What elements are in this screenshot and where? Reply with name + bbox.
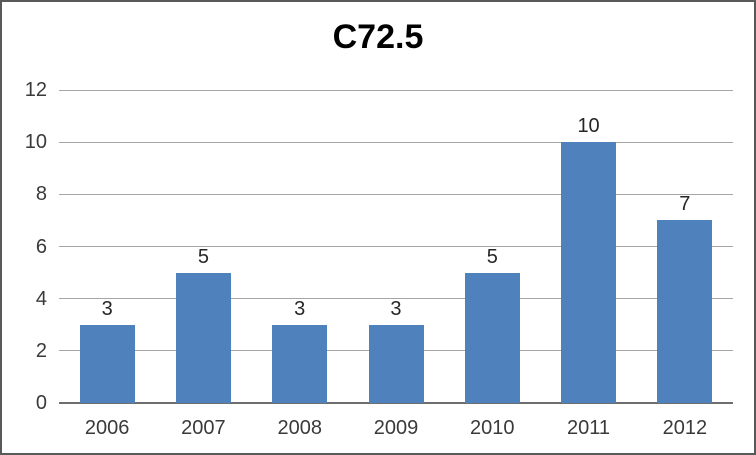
y-tick-label: 2	[35, 339, 47, 362]
bar	[657, 220, 713, 403]
gridline	[59, 193, 733, 195]
x-tick-label: 2012	[662, 417, 708, 439]
bar	[175, 272, 231, 403]
bar	[561, 142, 617, 403]
gridline	[59, 246, 733, 247]
bar	[464, 272, 520, 403]
plot-area: 3 2006 5 2007 3 2008 3 2009 5 2010 10 2011 7 2012	[59, 89, 733, 439]
bar-value-label: 3	[294, 297, 306, 320]
bar-value-label: 5	[197, 245, 209, 268]
chart-title: C72.5	[332, 18, 424, 56]
bar	[79, 324, 135, 403]
bar-value-label: 7	[679, 193, 691, 216]
x-tick-label: 2010	[470, 417, 515, 439]
y-tick-label: 6	[35, 235, 47, 258]
gridline	[59, 89, 733, 91]
x-tick-label: 2009	[373, 417, 419, 439]
bar-value-label: 10	[577, 115, 600, 138]
y-tick-label: 8	[35, 183, 47, 206]
gridline	[59, 298, 733, 300]
y-tick-label: 4	[35, 287, 47, 310]
bar-value-label: 3	[390, 297, 402, 320]
bar-value-label: 5	[486, 245, 498, 268]
x-axis-line	[59, 402, 733, 404]
bar	[272, 324, 328, 403]
bar	[368, 324, 424, 403]
gridline	[59, 141, 733, 143]
x-tick-label: 2011	[567, 417, 611, 439]
y-tick-label: 0	[35, 392, 47, 414]
x-tick-label: 2007	[181, 417, 226, 439]
y-tick-label: 12	[24, 79, 47, 101]
y-tick-label: 10	[24, 131, 47, 154]
x-tick-label: 2006	[84, 417, 130, 439]
x-tick-label: 2008	[277, 417, 322, 439]
bar-value-label: 3	[101, 297, 113, 320]
